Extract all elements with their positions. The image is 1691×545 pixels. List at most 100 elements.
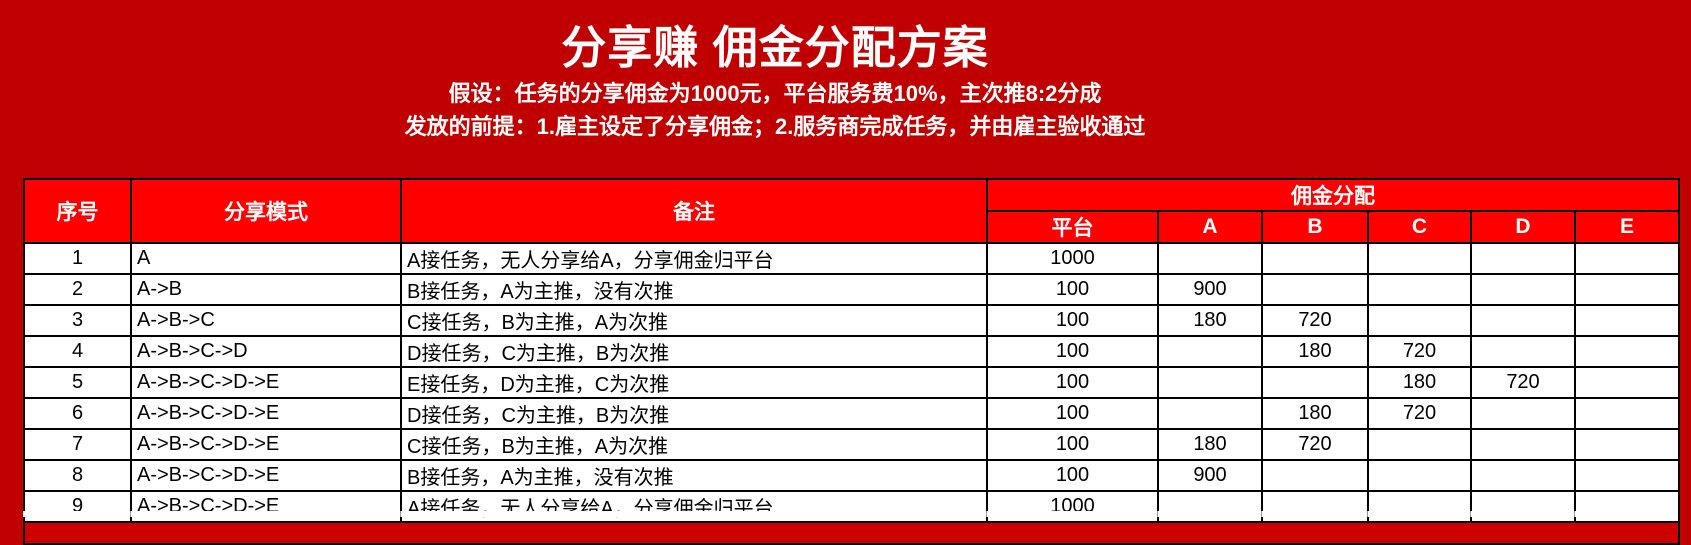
cell-mode[interactable]: A->B->C->D->E xyxy=(130,459,402,492)
col-header-note[interactable]: 备注 xyxy=(400,178,988,244)
cell-mode[interactable]: A->B->C->D->E xyxy=(130,397,402,430)
cell-e[interactable] xyxy=(1574,366,1680,399)
cell-b[interactable] xyxy=(1261,273,1369,306)
cell-a[interactable]: 180 xyxy=(1157,428,1263,461)
cell-b[interactable] xyxy=(1261,242,1369,275)
gridline-stub xyxy=(1367,511,1368,517)
cell-platform[interactable]: 100 xyxy=(986,428,1159,461)
cell-a[interactable] xyxy=(1157,366,1263,399)
cell-c[interactable] xyxy=(1367,273,1472,306)
cell-b[interactable]: 180 xyxy=(1261,397,1369,430)
cell-platform[interactable]: 1000 xyxy=(986,242,1159,275)
cell-d[interactable]: 720 xyxy=(1470,366,1576,399)
cell-c[interactable] xyxy=(1367,304,1472,337)
cell-seq[interactable]: 9 xyxy=(23,490,132,523)
cell-e[interactable] xyxy=(1574,459,1680,492)
cell-d[interactable] xyxy=(1470,459,1576,492)
cell-platform[interactable]: 100 xyxy=(986,304,1159,337)
cell-mode[interactable]: A xyxy=(130,242,402,275)
cell-note[interactable]: B接任务，A为主推，没有次推 xyxy=(400,459,988,492)
cell-mode[interactable]: A->B->C->D->E xyxy=(130,490,402,523)
cell-seq[interactable]: 1 xyxy=(23,242,132,275)
page-title: 分享赚 佣金分配方案 xyxy=(561,22,989,73)
cell-seq[interactable]: 3 xyxy=(23,304,132,337)
col-header-a[interactable]: A xyxy=(1157,210,1263,244)
cell-d[interactable] xyxy=(1470,273,1576,306)
cell-e[interactable] xyxy=(1574,273,1680,306)
cell-e[interactable] xyxy=(1574,242,1680,275)
table-row: 8 A->B->C->D->E B接任务，A为主推，没有次推 100 900 xyxy=(23,459,1680,492)
cell-d[interactable] xyxy=(1470,335,1576,368)
cell-platform[interactable]: 100 xyxy=(986,273,1159,306)
cell-d[interactable] xyxy=(1470,242,1576,275)
cell-seq[interactable]: 4 xyxy=(23,335,132,368)
cell-mode[interactable]: A->B->C->D->E xyxy=(130,428,402,461)
gridline-stub xyxy=(1261,511,1262,517)
cell-a[interactable] xyxy=(1157,397,1263,430)
cell-e[interactable] xyxy=(1574,397,1680,430)
col-header-seq[interactable]: 序号 xyxy=(23,178,132,244)
cell-c[interactable]: 720 xyxy=(1367,335,1472,368)
cell-platform[interactable]: 100 xyxy=(986,366,1159,399)
cell-note[interactable]: B接任务，A为主推，没有次推 xyxy=(400,273,988,306)
cell-c[interactable] xyxy=(1367,428,1472,461)
cell-a[interactable]: 180 xyxy=(1157,304,1263,337)
cell-platform[interactable]: 100 xyxy=(986,397,1159,430)
col-header-mode[interactable]: 分享模式 xyxy=(130,178,402,244)
table-row: 1 A A接任务，无人分享给A，分享佣金归平台 1000 xyxy=(23,242,1680,275)
table-row: 4 A->B->C->D D接任务，C为主推，B为次推 100 180 720 xyxy=(23,335,1680,368)
cell-d[interactable] xyxy=(1470,304,1576,337)
cell-seq[interactable]: 8 xyxy=(23,459,132,492)
cell-mode[interactable]: A->B->C->D xyxy=(130,335,402,368)
cell-d[interactable] xyxy=(1470,428,1576,461)
cell-note[interactable]: C接任务，B为主推，A为次推 xyxy=(400,304,988,337)
cell-mode[interactable]: A->B->C xyxy=(130,304,402,337)
cell-b[interactable] xyxy=(1261,459,1369,492)
cell-e[interactable] xyxy=(1574,335,1680,368)
cell-note[interactable]: D接任务，C为主推，B为次推 xyxy=(400,335,988,368)
cell-d[interactable] xyxy=(1470,397,1576,430)
cell-note[interactable]: A接任务，无人分享给A，分享佣金归平台 xyxy=(400,242,988,275)
cell-a[interactable] xyxy=(1157,335,1263,368)
cell-seq[interactable]: 6 xyxy=(23,397,132,430)
cell-note[interactable]: D接任务，C为主推，B为次推 xyxy=(400,397,988,430)
cell-mode[interactable]: A->B->C->D->E xyxy=(130,366,402,399)
cell-b[interactable]: 720 xyxy=(1261,428,1369,461)
col-header-c[interactable]: C xyxy=(1367,210,1472,244)
cell-a[interactable] xyxy=(1157,242,1263,275)
cell-platform[interactable]: 100 xyxy=(986,335,1159,368)
cell-c[interactable] xyxy=(1367,242,1472,275)
cell-e[interactable] xyxy=(1574,304,1680,337)
cell-c[interactable]: 180 xyxy=(1367,366,1472,399)
col-header-d[interactable]: D xyxy=(1470,210,1576,244)
col-header-group-commission[interactable]: 佣金分配 xyxy=(986,178,1680,212)
col-header-b[interactable]: B xyxy=(1261,210,1369,244)
cell-a[interactable] xyxy=(1157,490,1263,523)
cell-d[interactable] xyxy=(1470,490,1576,523)
commission-table: 序号 分享模式 备注 佣金分配 平台 A B C D E 1 A A接任务，无人… xyxy=(23,178,1680,545)
cell-platform[interactable]: 1000 xyxy=(986,490,1159,523)
assumption-line: 假设：任务的分享佣金为1000元，平台服务费10%，主次推8:2分成 xyxy=(448,81,1102,106)
cell-b[interactable] xyxy=(1261,490,1369,523)
cell-note[interactable]: E接任务，D为主推，C为次推 xyxy=(400,366,988,399)
cell-a[interactable]: 900 xyxy=(1157,459,1263,492)
cell-note[interactable]: C接任务，B为主推，A为次推 xyxy=(400,428,988,461)
cell-c[interactable] xyxy=(1367,490,1472,523)
cell-a[interactable]: 900 xyxy=(1157,273,1263,306)
cell-seq[interactable]: 5 xyxy=(23,366,132,399)
cell-b[interactable]: 720 xyxy=(1261,304,1369,337)
cell-e[interactable] xyxy=(1574,428,1680,461)
col-header-platform[interactable]: 平台 xyxy=(986,210,1159,244)
cell-note[interactable]: A接任务，无人分享给A，分享佣金归平台 xyxy=(400,490,988,523)
gridline-stub xyxy=(1470,511,1471,517)
cell-mode[interactable]: A->B xyxy=(130,273,402,306)
cell-c[interactable]: 720 xyxy=(1367,397,1472,430)
cell-seq[interactable]: 2 xyxy=(23,273,132,306)
col-header-e[interactable]: E xyxy=(1574,210,1680,244)
cell-b[interactable] xyxy=(1261,366,1369,399)
cell-b[interactable]: 180 xyxy=(1261,335,1369,368)
cell-c[interactable] xyxy=(1367,459,1472,492)
cell-seq[interactable]: 7 xyxy=(23,428,132,461)
cell-platform[interactable]: 100 xyxy=(986,459,1159,492)
cell-e[interactable] xyxy=(1574,490,1680,523)
